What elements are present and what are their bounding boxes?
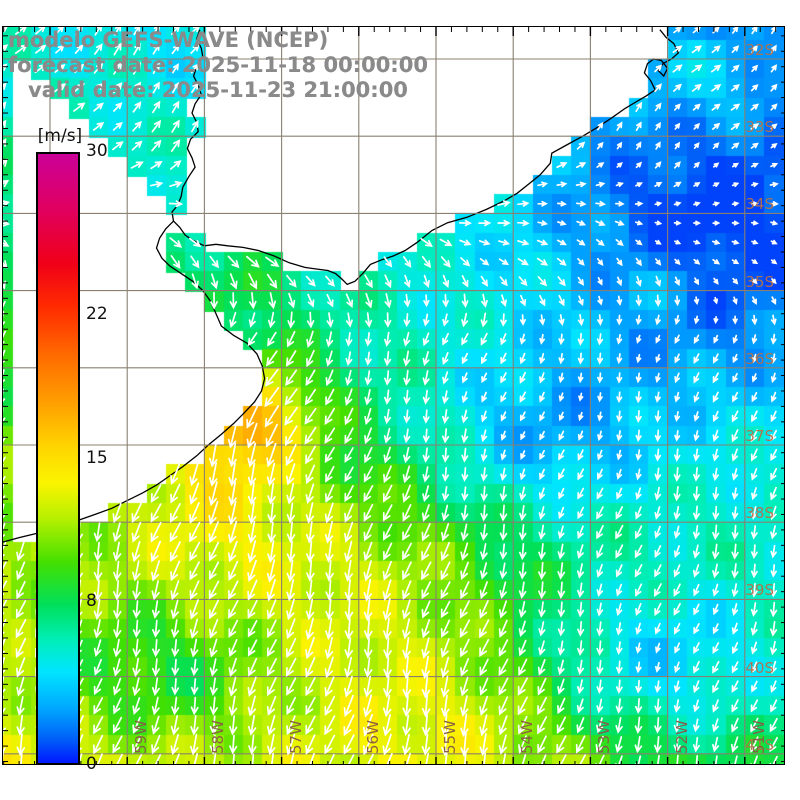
longitude-label: 56W [363, 720, 382, 754]
latitude-label: 41S [745, 735, 774, 754]
longitude-label: 55W [441, 720, 459, 754]
colorbar-tick-8: 8 [86, 590, 97, 611]
latitude-label: 34S [745, 195, 774, 214]
coastline-overlay [3, 29, 680, 543]
colorbar-gradient [36, 152, 80, 765]
chart-title-block: modelo GEFS-WAVE (NCEP) forecast date: 2… [8, 28, 428, 103]
wind-direction-arrows [3, 27, 779, 764]
longitude-label: 57W [286, 720, 305, 754]
colorbar-tick-0: 0 [86, 754, 97, 774]
longitude-label: 54W [518, 720, 537, 754]
longitude-label: 53W [595, 720, 614, 754]
title-forecast-date: forecast date: 2025-11-18 00:00:00 [8, 53, 428, 77]
wind-speed-field [3, 27, 784, 764]
longitude-label: 58W [209, 720, 228, 754]
latitude-label: 39S [745, 581, 774, 600]
latitude-label: 37S [745, 427, 774, 445]
colorbar-unit-label: [m/s] [37, 126, 83, 146]
graticule-grid [3, 27, 784, 764]
longitude-label: 59W [132, 720, 151, 754]
colorbar-tick-22: 22 [86, 304, 108, 325]
latitude-label: 36S [745, 349, 774, 368]
colorbar-tick-15: 15 [86, 447, 108, 468]
latitude-label: 38S [745, 504, 774, 523]
longitude-label: 51W [749, 720, 768, 754]
latitude-label: 33S [745, 118, 774, 137]
title-model: modelo GEFS-WAVE (NCEP) [8, 28, 329, 52]
title-valid-date: valid date: 2025-11-23 21:00:00 [28, 78, 408, 102]
latitude-label: 32S [745, 41, 774, 59]
longitude-label: 52W [672, 720, 691, 754]
latitude-label: 35S [745, 272, 774, 291]
latitude-label: 40S [745, 658, 774, 677]
colorbar-tick-30: 30 [86, 141, 108, 161]
